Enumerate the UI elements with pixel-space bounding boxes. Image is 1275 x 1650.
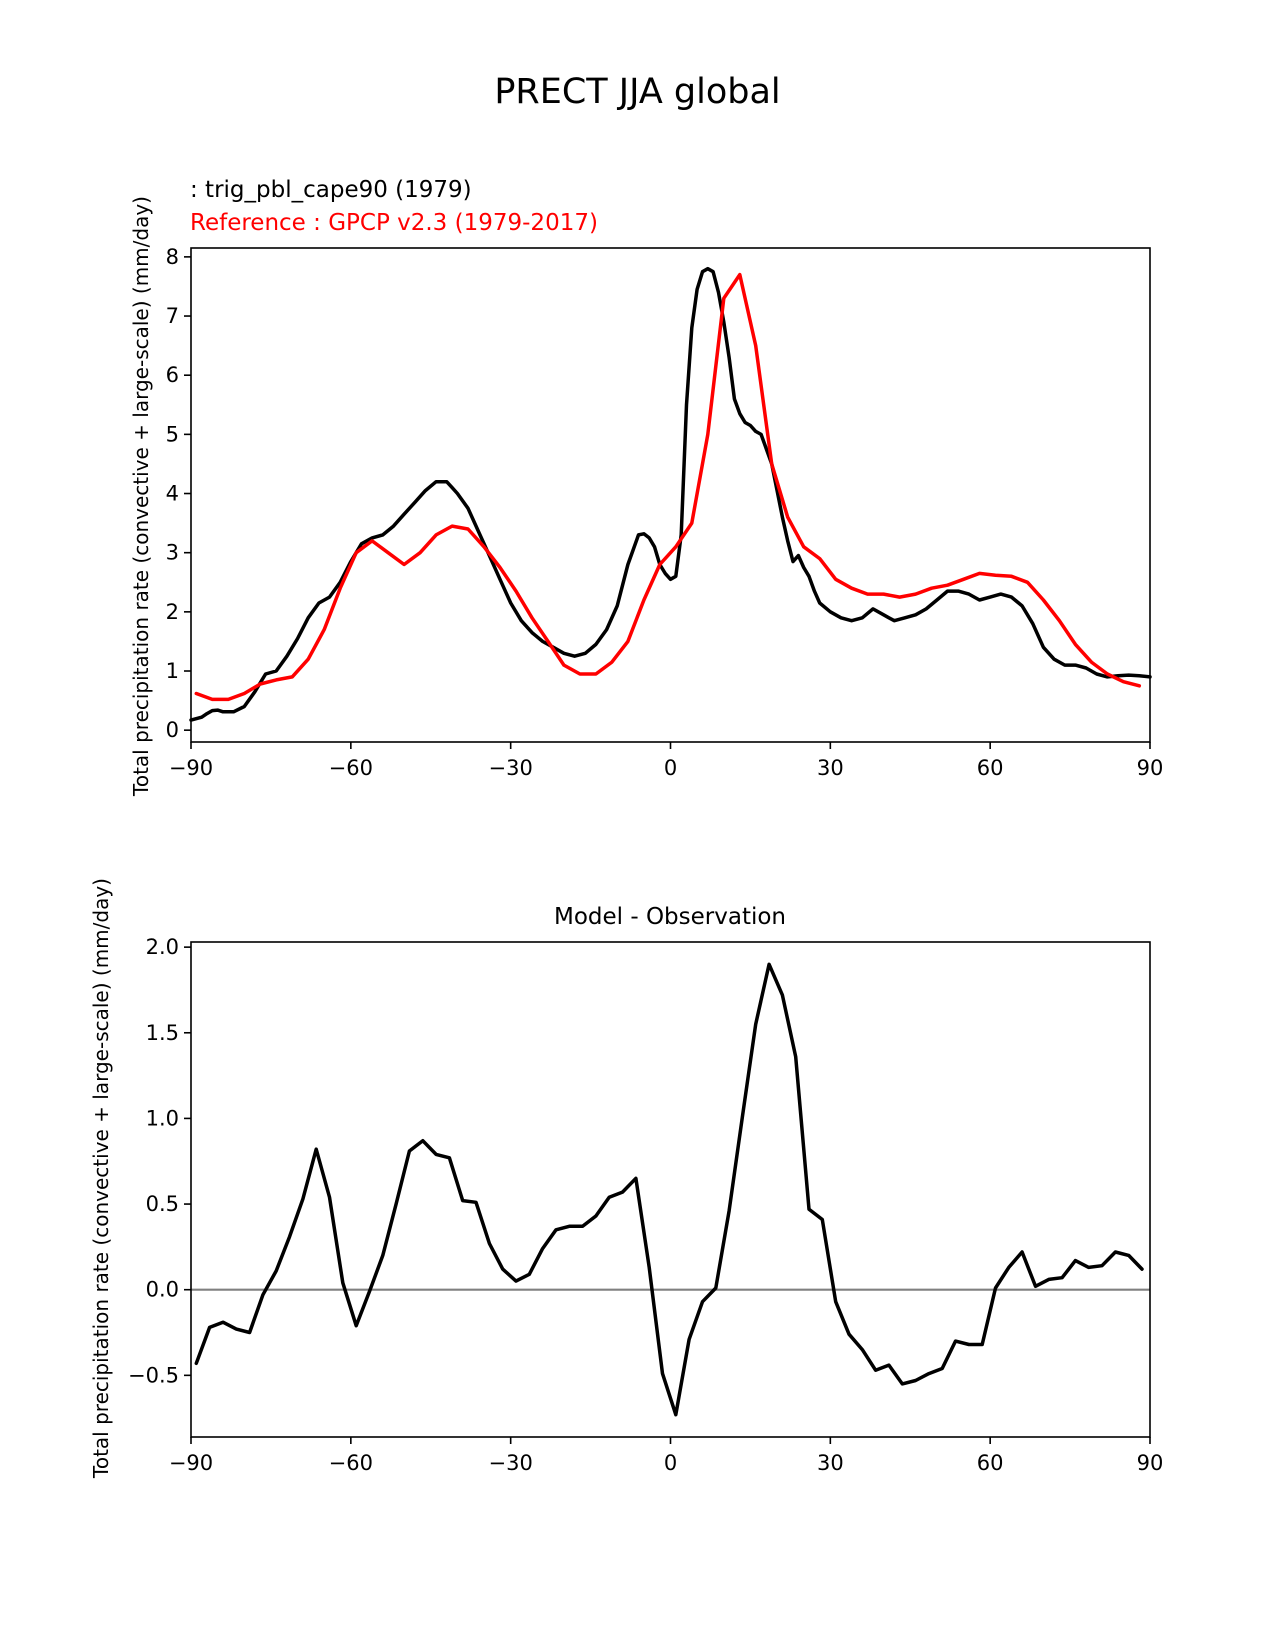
page-title: PRECT JJA global <box>494 72 781 112</box>
y-tick-label: 6 <box>166 363 179 387</box>
x-tick-label: −60 <box>329 756 373 780</box>
x-tick-label: 30 <box>817 1451 844 1475</box>
plot-frame <box>190 941 1151 1438</box>
x-tick-label: 60 <box>977 1451 1004 1475</box>
x-tick-label: 90 <box>1137 1451 1164 1475</box>
x-tick-label: 60 <box>977 756 1004 780</box>
x-tick-label: −90 <box>169 756 213 780</box>
x-tick-label: 30 <box>817 756 844 780</box>
legend-test-label: : trig_pbl_cape90 (1979) <box>190 177 472 203</box>
y-tick-label: 0.5 <box>146 1192 179 1216</box>
legend-reference-label: Reference : GPCP v2.3 (1979-2017) <box>190 210 598 236</box>
difference-series-line <box>194 962 1144 1417</box>
y-tick-label: 8 <box>166 245 179 269</box>
x-tick-label: 0 <box>664 1451 677 1475</box>
y-tick-label: 2 <box>166 600 179 624</box>
reference-series-line <box>194 272 1142 702</box>
y-tick-label: 7 <box>166 304 179 328</box>
y-tick-label: 0.0 <box>146 1278 179 1302</box>
difference-panel: Model - Observation Total precipitation … <box>89 878 1163 1479</box>
difference-panel-title: Model - Observation <box>554 904 786 930</box>
y-axis-label: Total precipitation rate (convective + l… <box>129 196 153 797</box>
y-tick-label: 1 <box>166 659 179 683</box>
y-tick-label: 5 <box>166 422 179 446</box>
plot-frame <box>190 247 1151 743</box>
x-tick-label: −30 <box>489 756 533 780</box>
x-tick-label: −90 <box>169 1451 213 1475</box>
x-tick-label: −30 <box>489 1451 533 1475</box>
x-tick-label: 0 <box>664 756 677 780</box>
model-series-line <box>189 266 1152 722</box>
y-tick-label: 1.5 <box>146 1021 179 1045</box>
y-axis-label: Total precipitation rate (convective + l… <box>89 878 113 1479</box>
precip-panel: : trig_pbl_cape90 (1979) Reference : GPC… <box>129 177 1163 797</box>
y-tick-label: 2.0 <box>146 935 179 959</box>
y-tick-label: 1.0 <box>146 1106 179 1130</box>
x-tick-label: 90 <box>1137 756 1164 780</box>
x-tick-label: −60 <box>329 1451 373 1475</box>
y-tick-label: −0.5 <box>128 1363 179 1387</box>
y-tick-label: 4 <box>166 482 179 506</box>
y-tick-label: 0 <box>166 718 179 742</box>
y-tick-label: 3 <box>166 541 179 565</box>
